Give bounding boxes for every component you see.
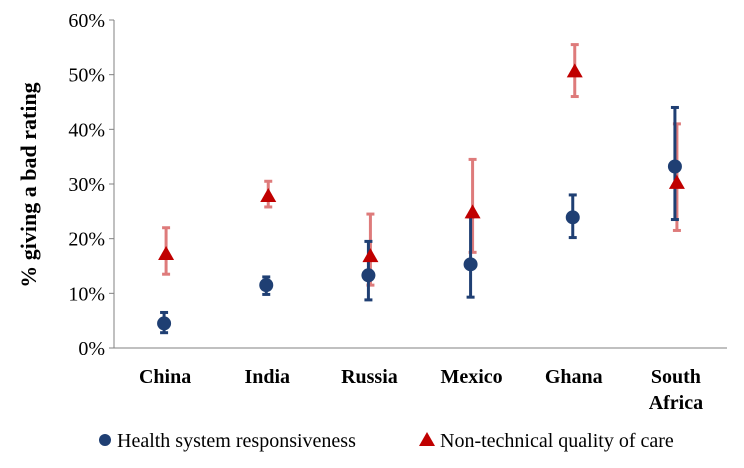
data-point-circle [259, 278, 274, 293]
error-bars [160, 43, 681, 335]
data-point-circle [667, 159, 682, 174]
legend-label: Health system responsiveness [117, 430, 356, 452]
x-tick-label-line: Russia [341, 366, 398, 388]
data-point-circle [361, 268, 376, 283]
y-tick-label: 10% [68, 283, 105, 305]
x-tick-label: Russia [341, 366, 398, 388]
x-tick-label-line: China [139, 366, 191, 388]
data-point-triangle [668, 174, 685, 189]
data-point-circle [565, 210, 580, 225]
x-tick-label-line: Africa [649, 392, 703, 414]
x-tick-label: Mexico [440, 366, 502, 388]
legend-label: Non-technical quality of care [440, 430, 674, 452]
legend-triangle-icon [419, 432, 435, 446]
data-point-triangle [464, 204, 481, 219]
data-point-circle [463, 257, 478, 272]
x-tick-label-line: South [651, 366, 701, 388]
y-tick-label: 60% [68, 10, 105, 32]
y-tick-label: 0% [78, 338, 105, 360]
x-tick-labels: China India Russia Mexico Ghana South Africa [139, 366, 703, 414]
data-point-triangle [158, 245, 175, 260]
legend-circle-icon [99, 434, 111, 446]
x-tick-label-line: Ghana [545, 366, 603, 388]
axes: 0% 10% 20% 30% 40% 50% 60% [68, 10, 727, 360]
y-tick-label: 50% [68, 65, 105, 87]
y-axis-label: % giving a bad rating [16, 82, 41, 287]
x-tick-label: Ghana [545, 366, 603, 388]
x-tick-label: China [139, 366, 191, 388]
data-point-circle [157, 316, 172, 331]
x-tick-label-line: India [244, 366, 290, 388]
data-point-triangle [362, 248, 379, 263]
y-tick-label: 20% [68, 229, 105, 251]
data-point-triangle [260, 188, 277, 203]
x-tick-label-line: Mexico [440, 366, 502, 388]
x-tick-label: South Africa [649, 366, 703, 414]
y-tick-label: 40% [68, 119, 105, 141]
markers [157, 63, 685, 331]
data-point-triangle [566, 63, 583, 78]
legend: Health system responsiveness Non-technica… [99, 430, 674, 452]
x-tick-label: India [244, 366, 290, 388]
y-tick-label: 30% [68, 174, 105, 196]
